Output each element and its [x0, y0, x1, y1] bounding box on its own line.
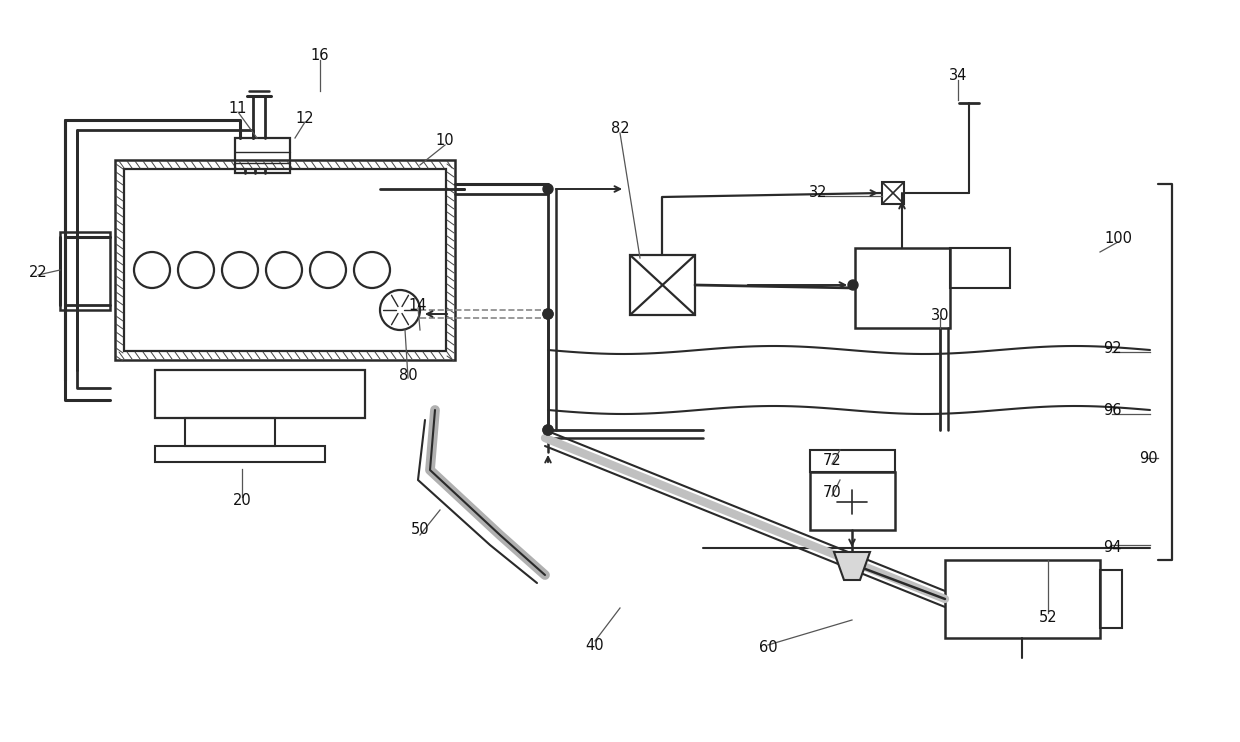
Circle shape: [543, 309, 553, 319]
Text: 52: 52: [1039, 611, 1058, 626]
Text: 94: 94: [1102, 540, 1121, 556]
Text: 22: 22: [29, 264, 47, 280]
Circle shape: [543, 425, 553, 435]
Bar: [945, 560, 1100, 638]
Text: 12: 12: [295, 111, 314, 125]
Text: 16: 16: [311, 47, 330, 62]
Bar: [115, 160, 455, 360]
Text: 30: 30: [931, 307, 950, 323]
Text: 20: 20: [233, 493, 252, 508]
Text: 50: 50: [410, 522, 429, 537]
Bar: [950, 248, 1011, 288]
Text: 82: 82: [610, 120, 630, 136]
Text: 34: 34: [949, 68, 967, 82]
Polygon shape: [835, 552, 870, 580]
Bar: [1100, 570, 1122, 628]
Text: 70: 70: [822, 485, 842, 499]
Bar: [236, 138, 290, 173]
Bar: [810, 450, 895, 472]
Bar: [856, 248, 950, 328]
Text: 80: 80: [399, 367, 418, 382]
Bar: [882, 182, 904, 204]
Text: 90: 90: [1138, 450, 1157, 465]
Circle shape: [543, 425, 553, 435]
Bar: [60, 232, 110, 310]
Text: 10: 10: [435, 133, 454, 148]
Text: 32: 32: [808, 185, 827, 200]
Circle shape: [543, 184, 553, 194]
Circle shape: [848, 280, 858, 290]
Text: 11: 11: [228, 100, 247, 116]
Bar: [630, 255, 694, 315]
Bar: [810, 472, 895, 530]
Text: 96: 96: [1102, 402, 1121, 418]
Text: 72: 72: [822, 453, 842, 467]
Text: 100: 100: [1104, 231, 1132, 246]
Bar: [155, 446, 325, 462]
Text: 40: 40: [585, 637, 604, 652]
Bar: [155, 370, 365, 418]
Circle shape: [543, 309, 553, 319]
Text: 14: 14: [409, 298, 428, 312]
Text: 60: 60: [759, 640, 777, 655]
Bar: [185, 418, 275, 446]
Bar: [124, 169, 446, 351]
Text: 92: 92: [1102, 341, 1121, 355]
